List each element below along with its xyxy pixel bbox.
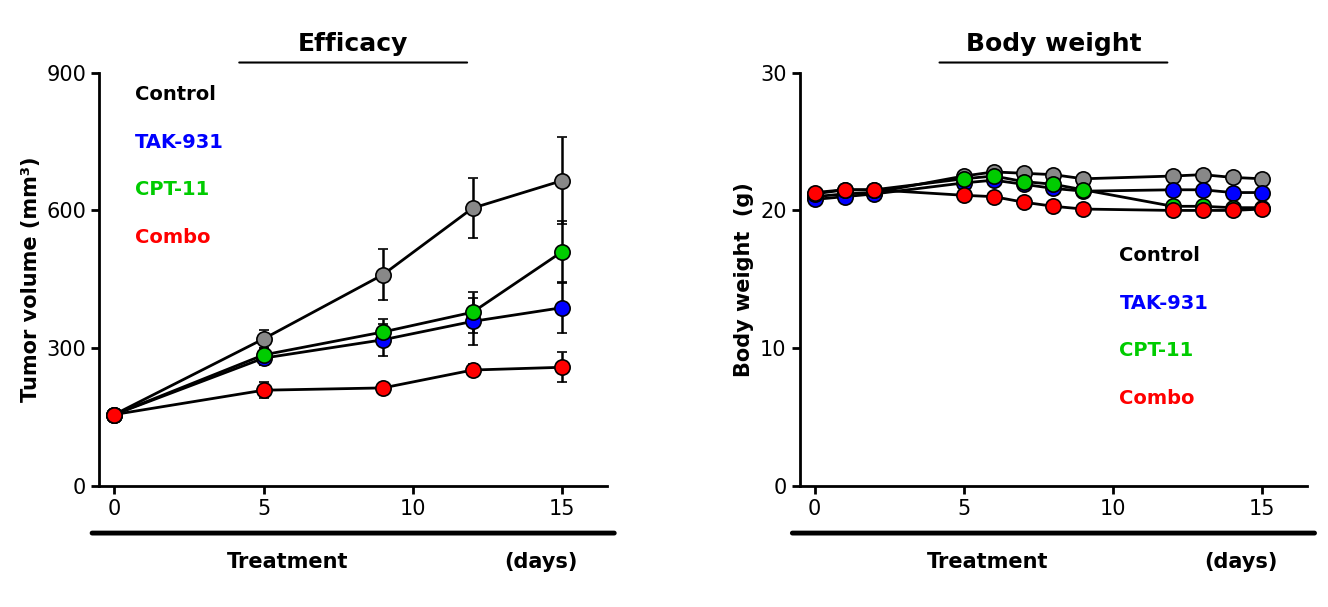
- Text: Treatment: Treatment: [927, 552, 1048, 572]
- Text: Control: Control: [135, 85, 216, 104]
- Text: (days): (days): [505, 552, 578, 572]
- Text: Control: Control: [1120, 246, 1201, 265]
- Text: (days): (days): [1204, 552, 1278, 572]
- Y-axis label: Tumor volume (mm³): Tumor volume (mm³): [21, 157, 41, 402]
- Text: CPT-11: CPT-11: [1120, 341, 1194, 360]
- Text: Combo: Combo: [135, 228, 210, 246]
- Text: Combo: Combo: [1120, 388, 1195, 408]
- Text: Treatment: Treatment: [227, 552, 348, 572]
- Text: Efficacy: Efficacy: [297, 32, 409, 56]
- Text: Body weight: Body weight: [965, 32, 1141, 56]
- Y-axis label: Body weight  (g): Body weight (g): [734, 182, 754, 376]
- Text: TAK-931: TAK-931: [135, 133, 224, 152]
- Text: TAK-931: TAK-931: [1120, 294, 1208, 313]
- Text: CPT-11: CPT-11: [135, 180, 210, 199]
